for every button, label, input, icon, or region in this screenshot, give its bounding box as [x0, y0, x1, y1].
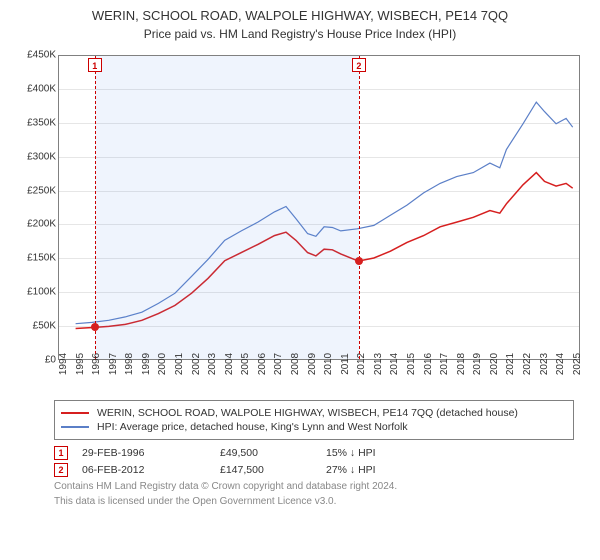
legend-box: WERIN, SCHOOL ROAD, WALPOLE HIGHWAY, WIS… — [54, 400, 574, 440]
chart-container: WERIN, SCHOOL ROAD, WALPOLE HIGHWAY, WIS… — [0, 0, 600, 560]
x-tick-label: 2000 — [157, 353, 168, 375]
y-tick-label: £450K — [20, 50, 56, 61]
x-tick-label: 1997 — [108, 353, 119, 375]
license-line-1: Contains HM Land Registry data © Crown c… — [54, 481, 574, 492]
x-tick-label: 2017 — [439, 353, 450, 375]
x-tick-label: 2022 — [522, 353, 533, 375]
x-tick-label: 1994 — [58, 353, 69, 375]
x-tick-label: 2012 — [356, 353, 367, 375]
swatch-blue — [61, 426, 89, 428]
x-tick-label: 1998 — [124, 353, 135, 375]
x-tick-label: 2024 — [555, 353, 566, 375]
transaction-row: 1 29-FEB-1996 £49,500 15% ↓ HPI — [54, 446, 574, 460]
x-tick-label: 1996 — [91, 353, 102, 375]
title-sub: Price paid vs. HM Land Registry's House … — [14, 27, 586, 41]
x-tick-label: 2011 — [340, 353, 351, 375]
legend-label-blue: HPI: Average price, detached house, King… — [97, 421, 408, 433]
x-tick-label: 1999 — [141, 353, 152, 375]
transaction-ref-box: 1 — [54, 446, 68, 460]
x-tick-label: 2006 — [257, 353, 268, 375]
legend-row-red: WERIN, SCHOOL ROAD, WALPOLE HIGHWAY, WIS… — [61, 407, 567, 419]
x-tick-label: 2019 — [472, 353, 483, 375]
transaction-price: £147,500 — [220, 464, 298, 476]
transaction-marker-line — [359, 56, 360, 359]
transaction-diff: 15% ↓ HPI — [326, 447, 376, 459]
x-tick-label: 2004 — [224, 353, 235, 375]
x-tick-label: 2008 — [290, 353, 301, 375]
y-tick-label: £150K — [20, 253, 56, 264]
plot-area: 12 — [58, 55, 580, 360]
license-line-2: This data is licensed under the Open Gov… — [54, 496, 574, 507]
transaction-diff: 27% ↓ HPI — [326, 464, 376, 476]
x-tick-label: 2013 — [373, 353, 384, 375]
y-tick-label: £300K — [20, 151, 56, 162]
x-tick-label: 1995 — [75, 353, 86, 375]
y-tick-label: £200K — [20, 219, 56, 230]
transaction-date: 06-FEB-2012 — [82, 464, 192, 476]
y-tick-label: £250K — [20, 185, 56, 196]
swatch-red — [61, 412, 89, 414]
transaction-ref-box: 2 — [54, 463, 68, 477]
transaction-row: 2 06-FEB-2012 £147,500 27% ↓ HPI — [54, 463, 574, 477]
x-tick-label: 2016 — [423, 353, 434, 375]
transaction-price: £49,500 — [220, 447, 298, 459]
transaction-dot — [91, 323, 99, 331]
y-tick-label: £100K — [20, 287, 56, 298]
y-tick-label: £350K — [20, 117, 56, 128]
x-tick-label: 2014 — [389, 353, 400, 375]
transaction-marker-line — [95, 56, 96, 359]
x-tick-label: 2025 — [572, 353, 583, 375]
legend-label-red: WERIN, SCHOOL ROAD, WALPOLE HIGHWAY, WIS… — [97, 407, 518, 419]
y-tick-label: £0 — [20, 355, 56, 366]
x-tick-label: 2007 — [273, 353, 284, 375]
x-tick-label: 2009 — [307, 353, 318, 375]
transaction-marker-label: 2 — [352, 58, 366, 72]
shaded-range — [95, 56, 359, 359]
x-tick-label: 2005 — [240, 353, 251, 375]
legend-row-blue: HPI: Average price, detached house, King… — [61, 421, 567, 433]
chart-area: 12 £0£50K£100K£150K£200K£250K£300K£350K£… — [20, 49, 580, 394]
x-tick-label: 2002 — [191, 353, 202, 375]
transaction-date: 29-FEB-1996 — [82, 447, 192, 459]
x-tick-label: 2001 — [174, 353, 185, 375]
title-main: WERIN, SCHOOL ROAD, WALPOLE HIGHWAY, WIS… — [14, 8, 586, 23]
transaction-marker-label: 1 — [88, 58, 102, 72]
legend-block: WERIN, SCHOOL ROAD, WALPOLE HIGHWAY, WIS… — [54, 400, 574, 507]
x-tick-label: 2021 — [505, 353, 516, 375]
y-tick-label: £400K — [20, 83, 56, 94]
x-tick-label: 2020 — [489, 353, 500, 375]
y-tick-label: £50K — [20, 321, 56, 332]
title-block: WERIN, SCHOOL ROAD, WALPOLE HIGHWAY, WIS… — [14, 8, 586, 41]
x-tick-label: 2003 — [207, 353, 218, 375]
x-tick-label: 2023 — [539, 353, 550, 375]
x-tick-label: 2010 — [323, 353, 334, 375]
x-tick-label: 2015 — [406, 353, 417, 375]
transaction-dot — [355, 257, 363, 265]
x-tick-label: 2018 — [456, 353, 467, 375]
